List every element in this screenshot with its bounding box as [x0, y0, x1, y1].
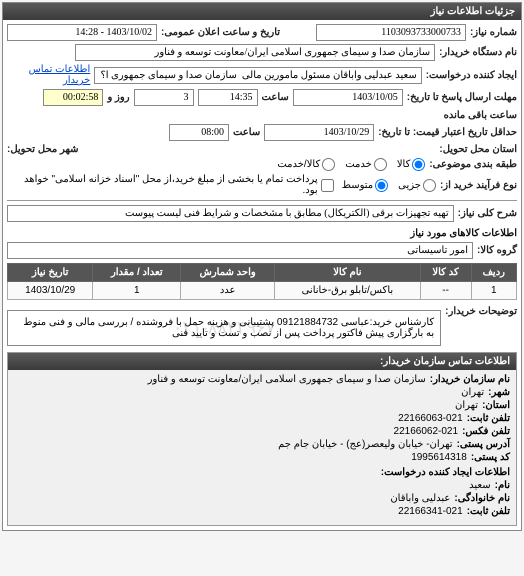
- c-postal-label: کد پستی:: [471, 452, 510, 463]
- treasury-label: پرداخت تمام یا بخشی از مبلغ خرید،از محل …: [7, 174, 318, 196]
- c-fax-label: تلفن فکس:: [462, 426, 510, 437]
- c-city: تهران: [461, 387, 484, 398]
- subject-kala-label: کالا: [397, 159, 411, 170]
- process-motavaset-label: متوسط: [342, 180, 373, 191]
- subject-both-radio[interactable]: [322, 158, 335, 171]
- c-phone-label: تلفن ثابت:: [467, 413, 510, 424]
- panel-title: جزئیات اطلاعات نیاز: [3, 3, 521, 20]
- contact-block: اطلاعات تماس سازمان خریدار: نام سازمان خ…: [7, 352, 517, 526]
- table-header: واحد شمارش: [181, 264, 275, 282]
- validity-label: حداقل تاریخ اعتبار قیمت: تا تاریخ:: [378, 127, 517, 138]
- c-address-label: آدرس پستی:: [457, 439, 510, 450]
- contact-link[interactable]: اطلاعات تماس خریدار: [7, 64, 90, 86]
- deadline-date-input: [293, 89, 403, 106]
- c-family: عبدلیی واباقان: [390, 493, 450, 504]
- contact-title: اطلاعات تماس سازمان خریدار:: [8, 353, 516, 370]
- subject-both-label: کالا/خدمت: [277, 159, 320, 170]
- c-cphone-label: تلفن ثابت:: [467, 506, 510, 517]
- table-cell: 1: [471, 282, 516, 300]
- goods-group-input: [7, 242, 473, 259]
- validity-date-input: [264, 124, 374, 141]
- c-address: تهران- خیابان ولیعصر(عج) - خیابان جام جم: [278, 439, 452, 450]
- table-header: ردیف: [471, 264, 516, 282]
- c-postal: 1995614318: [411, 452, 467, 463]
- org-label: نام دستگاه خریدار:: [439, 47, 517, 58]
- day-and-label: روز و: [107, 92, 129, 103]
- c-name-label: نام:: [495, 480, 510, 491]
- c-province-label: استان:: [482, 400, 510, 411]
- deadline-time-input: [198, 89, 258, 106]
- subject-khadmat-radio[interactable]: [374, 158, 387, 171]
- process-label: نوع فرآیند خرید از:: [440, 180, 517, 191]
- table-header: تعداد / مقدار: [93, 264, 181, 282]
- process-motavaset-radio[interactable]: [375, 179, 388, 192]
- remaining-label: ساعت باقی مانده: [444, 110, 517, 121]
- deadline-send-label: مهلت ارسال پاسخ تا تاریخ:: [407, 92, 517, 103]
- subject-kala-radio[interactable]: [412, 158, 425, 171]
- table-cell: 1: [93, 282, 181, 300]
- notes-label: توضیحات خریدار:: [445, 306, 517, 317]
- process-jozi-label: جزیی: [398, 180, 421, 191]
- c-phone: 22166063-021: [398, 413, 463, 424]
- subject-radio-group: کالا خدمت کالا/خدمت: [277, 158, 425, 171]
- process-jozi-radio[interactable]: [423, 179, 436, 192]
- notes-box: ۰۲۱-۸۸۳۴۹۶۷ کارشناس خرید:عباسی 091218847…: [7, 310, 441, 346]
- need-details-panel: جزئیات اطلاعات نیاز شماره نیاز: تاریخ و …: [2, 2, 522, 531]
- subject-khadmat-label: خدمت: [345, 159, 372, 170]
- deadline-time-label: ساعت: [262, 92, 289, 103]
- panel-body: شماره نیاز: تاریخ و ساعت اعلان عمومی: نا…: [3, 20, 521, 530]
- announce-input: [7, 24, 157, 41]
- c-cphone: 22166341-021: [398, 506, 463, 517]
- c-org-label: نام سازمان خریدار:: [430, 374, 510, 385]
- creator-label: ایجاد کننده درخواست:: [426, 70, 517, 81]
- city-label: شهر محل تحویل:: [7, 144, 79, 155]
- need-number-input: [316, 24, 466, 41]
- remaining-days-input: [134, 89, 194, 106]
- process-radio-group: جزیی متوسط: [342, 179, 436, 192]
- c-city-label: شهر:: [488, 387, 510, 398]
- c-family-label: نام خانوادگی:: [454, 493, 510, 504]
- table-header: تاریخ نیاز: [8, 264, 93, 282]
- creator-info-title: اطلاعات ایجاد کننده درخواست:: [381, 467, 510, 478]
- notes-content: کارشناس خرید:عباسی 09121884732 پشتیبانی …: [14, 317, 434, 339]
- goods-section-title: اطلاعات کالاهای مورد نیاز: [7, 228, 517, 239]
- subject-type-label: طبقه بندی موضوعی:: [429, 159, 517, 170]
- table-header: نام کالا: [275, 264, 420, 282]
- province-label: استان محل تحویل:: [439, 144, 517, 155]
- need-desc-input: [7, 205, 454, 222]
- table-cell: 1403/10/29: [8, 282, 93, 300]
- table-header: کد کالا: [420, 264, 471, 282]
- table-cell: --: [420, 282, 471, 300]
- announce-label: تاریخ و ساعت اعلان عمومی:: [161, 27, 280, 38]
- need-number-label: شماره نیاز:: [470, 27, 517, 38]
- goods-group-label: گروه کالا:: [477, 245, 517, 256]
- c-fax: 22166062-021: [394, 426, 459, 437]
- need-desc-label: شرح کلی نیاز:: [458, 208, 517, 219]
- table-cell: باکس/تابلو برق-خانانی: [275, 282, 420, 300]
- c-name: سعید: [469, 480, 490, 491]
- creator-input: [94, 67, 421, 84]
- goods-table: ردیفکد کالانام کالاواحد شمارشتعداد / مقد…: [7, 263, 517, 300]
- validity-time-input: [169, 124, 229, 141]
- remaining-time-input: [43, 89, 103, 106]
- c-province: تهران: [455, 400, 478, 411]
- treasury-checkbox[interactable]: [321, 179, 334, 192]
- table-cell: عدد: [181, 282, 275, 300]
- org-input: [75, 44, 435, 61]
- table-row: 1--باکس/تابلو برق-خانانیعدد11403/10/29: [8, 282, 517, 300]
- validity-time-label: ساعت: [233, 127, 260, 138]
- c-org: سازمان صدا و سیمای جمهوری اسلامی ایران/م…: [148, 374, 426, 385]
